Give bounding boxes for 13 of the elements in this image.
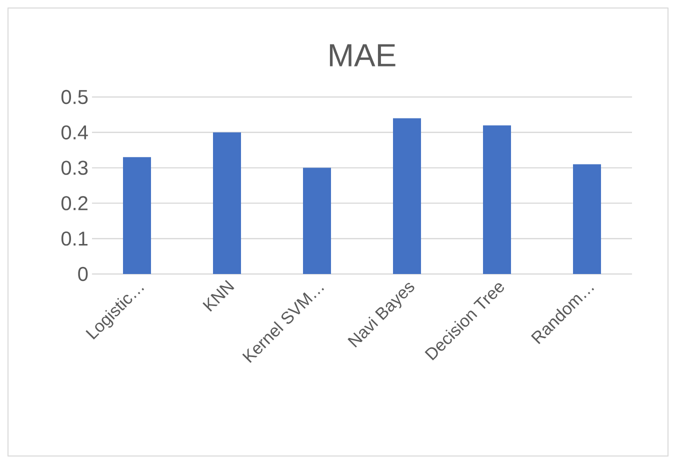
bar <box>303 168 331 274</box>
y-tick-label: 0.4 <box>61 125 88 140</box>
y-tick-label: 0.1 <box>61 232 88 246</box>
bar <box>573 164 602 274</box>
bar <box>123 157 151 274</box>
bar <box>483 125 512 274</box>
bar <box>393 118 422 274</box>
y-tick-label: 0 <box>78 266 88 282</box>
y-tick-label: 0.5 <box>61 90 88 104</box>
bar <box>213 132 241 274</box>
chart-title: MAE <box>330 44 396 66</box>
y-tick-label: 0.3 <box>61 160 88 175</box>
y-tick-label: 0.2 <box>61 196 88 210</box>
